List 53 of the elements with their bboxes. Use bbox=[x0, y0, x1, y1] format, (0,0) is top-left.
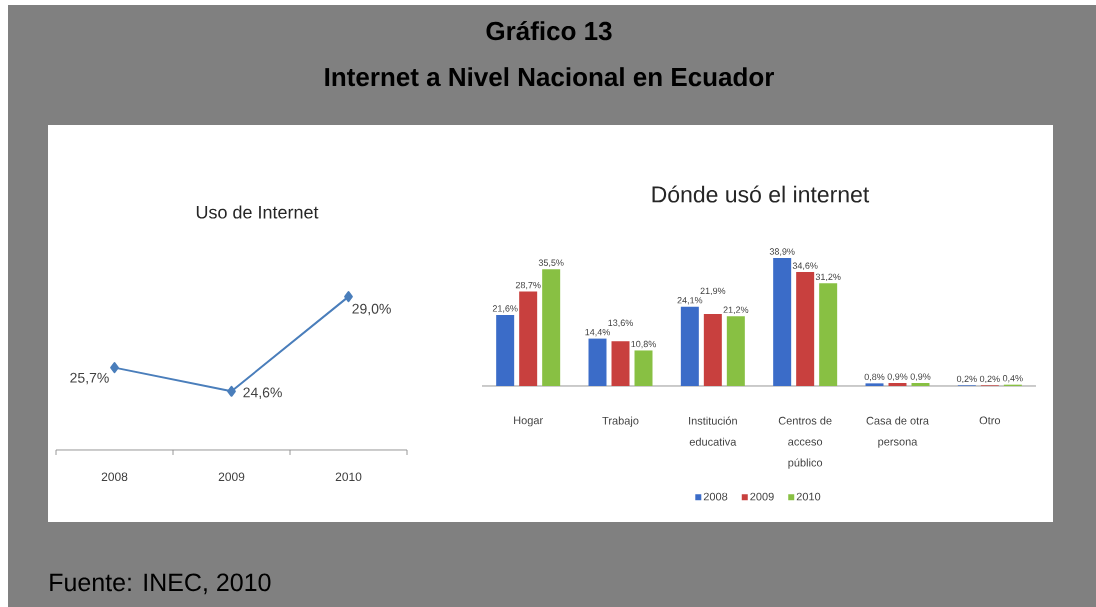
data-label: 14,4% bbox=[585, 329, 610, 337]
text: Gráfico 13 bbox=[486, 20, 612, 41]
bar bbox=[703, 313, 722, 386]
data-label: 29,0% bbox=[352, 303, 391, 316]
data-label: 0,8% bbox=[864, 373, 885, 382]
legend-label: 2008 bbox=[703, 492, 728, 501]
bar bbox=[726, 316, 745, 386]
chart-title: Uso de Internet bbox=[196, 205, 319, 219]
data-label: 25,7% bbox=[70, 372, 109, 385]
category-label: Centros de acceso público bbox=[778, 416, 832, 469]
bar bbox=[888, 383, 907, 386]
bar bbox=[496, 314, 515, 386]
data-label: 24,6% bbox=[243, 387, 282, 400]
x-tick-label: 2008 bbox=[101, 472, 128, 482]
data-label: 0,9% bbox=[887, 373, 908, 381]
category-label: Casa de otra persona bbox=[866, 416, 929, 448]
data-label: 21,2% bbox=[723, 306, 749, 315]
bar bbox=[542, 269, 561, 386]
chart-title: Dónde usó el internet bbox=[652, 185, 870, 203]
bar bbox=[588, 338, 607, 386]
data-label: 13,6% bbox=[608, 319, 633, 328]
data-label: 21,6% bbox=[492, 305, 518, 313]
bar bbox=[611, 341, 630, 386]
data-label: 28,7% bbox=[515, 281, 541, 290]
bar bbox=[865, 383, 884, 386]
data-label: 0,4% bbox=[1002, 375, 1023, 383]
data-label: 0,9% bbox=[910, 373, 931, 381]
x-tick-label: 2009 bbox=[218, 472, 245, 482]
bar bbox=[773, 257, 792, 386]
data-label: 0,2% bbox=[956, 375, 977, 384]
data-label: 35,5% bbox=[538, 259, 564, 267]
bar bbox=[680, 306, 699, 386]
x-tick-label: Institución educativa bbox=[689, 416, 737, 446]
data-label: 0,2% bbox=[979, 375, 1000, 384]
data-label: 34,6% bbox=[792, 262, 818, 270]
source-note: Fuente: INEC, 2010 bbox=[50, 573, 271, 595]
bar bbox=[911, 383, 930, 386]
bar bbox=[519, 291, 538, 386]
bar bbox=[796, 272, 815, 386]
text: Internet a Nivel Nacional en Ecuador bbox=[325, 67, 774, 87]
data-label: 31,2% bbox=[815, 273, 841, 282]
bar bbox=[819, 283, 838, 386]
bar bbox=[634, 350, 653, 386]
x-tick-label: Otro bbox=[979, 416, 1001, 425]
data-label: 21,9% bbox=[700, 287, 726, 296]
x-tick-label: Trabajo bbox=[602, 416, 639, 427]
data-label: 38,9% bbox=[769, 248, 795, 256]
x-tick-label: 2010 bbox=[335, 472, 362, 482]
legend-label: 2010 bbox=[796, 492, 821, 501]
data-label: 10,8% bbox=[631, 340, 656, 349]
data-label: 24,1% bbox=[677, 297, 703, 305]
legend-label: 2009 bbox=[750, 492, 774, 501]
x-tick-label: Hogar bbox=[514, 416, 543, 427]
